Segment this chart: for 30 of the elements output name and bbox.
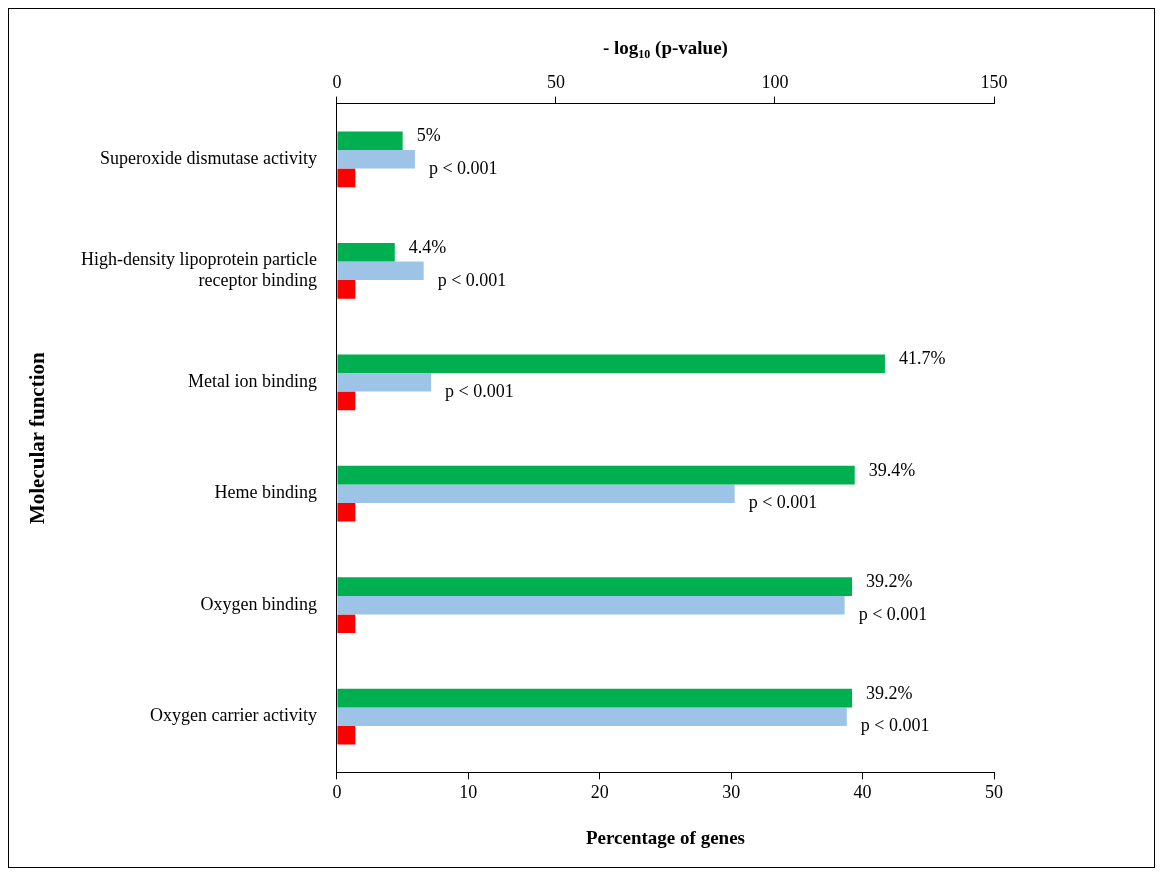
y-tick-label: Superoxide dismutase activity: [99, 148, 317, 169]
x2-tick-label: 50: [546, 71, 565, 92]
data-label: 5%: [416, 125, 441, 146]
x2-tick-label: 150: [980, 71, 1008, 92]
data-label: p < 0.001: [858, 603, 928, 624]
x-tick-label: 20: [590, 781, 609, 802]
x-tick-label: 0: [332, 781, 342, 802]
y-tick-label: Metal ion binding: [187, 371, 317, 391]
x-tick-label: 40: [853, 781, 872, 802]
y-tick-label: High-density lipoprotein particle receptor binding: [80, 248, 317, 291]
data-label: p < 0.001: [860, 715, 930, 736]
y-tick-label: Oxygen binding: [200, 593, 317, 614]
data-label: 39.4%: [868, 459, 916, 480]
data-label: p < 0.001: [428, 158, 498, 179]
y-tick-label: Oxygen carrier activity: [150, 705, 317, 726]
x-tick-label: 30: [722, 781, 741, 802]
data-label: p < 0.001: [445, 381, 514, 401]
y-axis-title: Molecular function: [25, 352, 50, 525]
x-tick-label: 10: [459, 781, 478, 802]
x2-tick-label: 100: [761, 71, 789, 92]
x-tick-label: 50: [985, 781, 1003, 802]
x-axis-title: Percentage of genes: [585, 826, 745, 848]
data-label: 4.4%: [408, 236, 447, 257]
data-label: 41.7%: [898, 348, 946, 369]
data-label: 39.2%: [866, 571, 913, 592]
data-label: 39.2%: [866, 682, 913, 703]
data-label: p < 0.001: [437, 269, 507, 290]
x2-tick-label: 0: [332, 71, 342, 92]
data-label: p < 0.001: [748, 492, 818, 513]
y-tick-label: Heme binding: [214, 482, 317, 503]
